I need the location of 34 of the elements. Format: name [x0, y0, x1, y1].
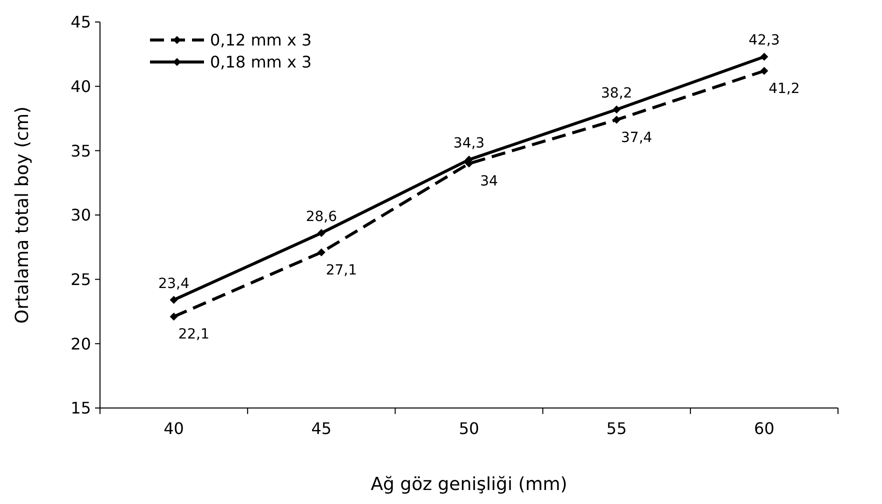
y-tick-label: 40: [70, 76, 91, 96]
x-axis-title: Ağ göz genişliği (mm): [370, 474, 568, 495]
x-tick-label: 40: [164, 419, 184, 438]
x-tick-label: 55: [606, 419, 627, 438]
legend-label: 0,12 mm x 3: [210, 30, 312, 50]
data-label: 23,4: [158, 276, 190, 292]
y-tick-label: 30: [70, 206, 91, 225]
data-label: 27,1: [326, 262, 357, 278]
point: [170, 296, 178, 304]
point: [760, 52, 768, 61]
data-label: 42,3: [748, 32, 780, 49]
y-tick-label: 45: [70, 12, 91, 32]
point: [317, 229, 326, 238]
y-tick-label: 35: [70, 141, 91, 160]
legend-label: 0,18 mm x 3: [210, 52, 312, 72]
data-label: 22,1: [178, 326, 210, 343]
x-tick-label: 50: [458, 419, 480, 438]
data-label: 41,2: [768, 80, 800, 97]
y-tick-label: 25: [70, 270, 91, 289]
y-tick-label: 20: [70, 334, 91, 354]
data-label: 38,2: [601, 85, 632, 102]
point: [317, 248, 326, 256]
point: [170, 312, 178, 321]
data-label: 37,4: [621, 130, 652, 146]
x-tick-label: 45: [311, 419, 332, 438]
x-tick-label: 60: [754, 419, 774, 438]
data-label: 34: [480, 174, 498, 190]
data-label: 28,6: [306, 209, 338, 226]
point: [612, 105, 621, 114]
data-label: 34,3: [453, 136, 485, 152]
point: [612, 116, 621, 124]
point: [760, 66, 768, 75]
y-tick-label: 15: [70, 398, 91, 418]
y-axis-title: Ortalama total boy (cm): [12, 106, 33, 324]
